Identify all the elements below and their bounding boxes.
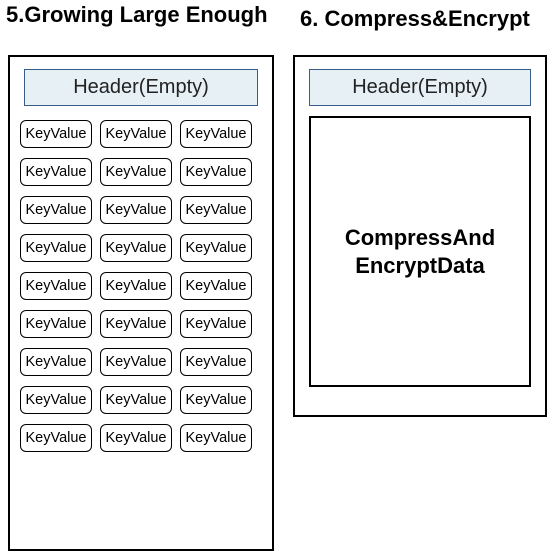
keyvalue-cell: KeyValue bbox=[180, 158, 252, 186]
keyvalue-cell: KeyValue bbox=[180, 386, 252, 414]
keyvalue-cell: KeyValue bbox=[180, 120, 252, 148]
keyvalue-cell: KeyValue bbox=[100, 196, 172, 224]
keyvalue-cell: KeyValue bbox=[20, 120, 92, 148]
keyvalue-cell: KeyValue bbox=[100, 386, 172, 414]
keyvalue-cell: KeyValue bbox=[100, 158, 172, 186]
keyvalue-cell: KeyValue bbox=[20, 158, 92, 186]
keyvalue-grid: KeyValue KeyValue KeyValue KeyValue KeyValue… bbox=[10, 120, 272, 452]
keyvalue-cell: KeyValue bbox=[100, 310, 172, 338]
left-header: Header(Empty) bbox=[24, 69, 258, 106]
right-body-text: CompressAndEncryptData bbox=[345, 224, 495, 279]
keyvalue-cell: KeyValue bbox=[100, 348, 172, 376]
keyvalue-cell: KeyValue bbox=[180, 234, 252, 262]
keyvalue-cell: KeyValue bbox=[100, 272, 172, 300]
keyvalue-cell: KeyValue bbox=[20, 424, 92, 452]
keyvalue-cell: KeyValue bbox=[180, 272, 252, 300]
right-panel-title: 6. Compress&Encrypt bbox=[300, 6, 530, 32]
keyvalue-cell: KeyValue bbox=[20, 234, 92, 262]
keyvalue-cell: KeyValue bbox=[100, 120, 172, 148]
right-panel: Header(Empty) CompressAndEncryptData bbox=[293, 55, 547, 417]
right-header: Header(Empty) bbox=[309, 69, 531, 106]
right-body-box: CompressAndEncryptData bbox=[309, 116, 531, 387]
keyvalue-cell: KeyValue bbox=[100, 234, 172, 262]
right-header-label: Header(Empty) bbox=[352, 76, 488, 98]
keyvalue-cell: KeyValue bbox=[100, 424, 172, 452]
keyvalue-cell: KeyValue bbox=[20, 272, 92, 300]
keyvalue-cell: KeyValue bbox=[180, 310, 252, 338]
keyvalue-cell: KeyValue bbox=[20, 348, 92, 376]
keyvalue-cell: KeyValue bbox=[20, 386, 92, 414]
keyvalue-cell: KeyValue bbox=[180, 196, 252, 224]
keyvalue-cell: KeyValue bbox=[180, 348, 252, 376]
keyvalue-cell: KeyValue bbox=[20, 310, 92, 338]
keyvalue-cell: KeyValue bbox=[20, 196, 92, 224]
left-panel: Header(Empty) KeyValueKeyValueKeyValueKe… bbox=[8, 55, 274, 551]
left-panel-title: 5.Growing Large Enough bbox=[6, 2, 268, 28]
left-header-label: Header(Empty) bbox=[73, 76, 209, 98]
keyvalue-cell: KeyValue bbox=[180, 424, 252, 452]
